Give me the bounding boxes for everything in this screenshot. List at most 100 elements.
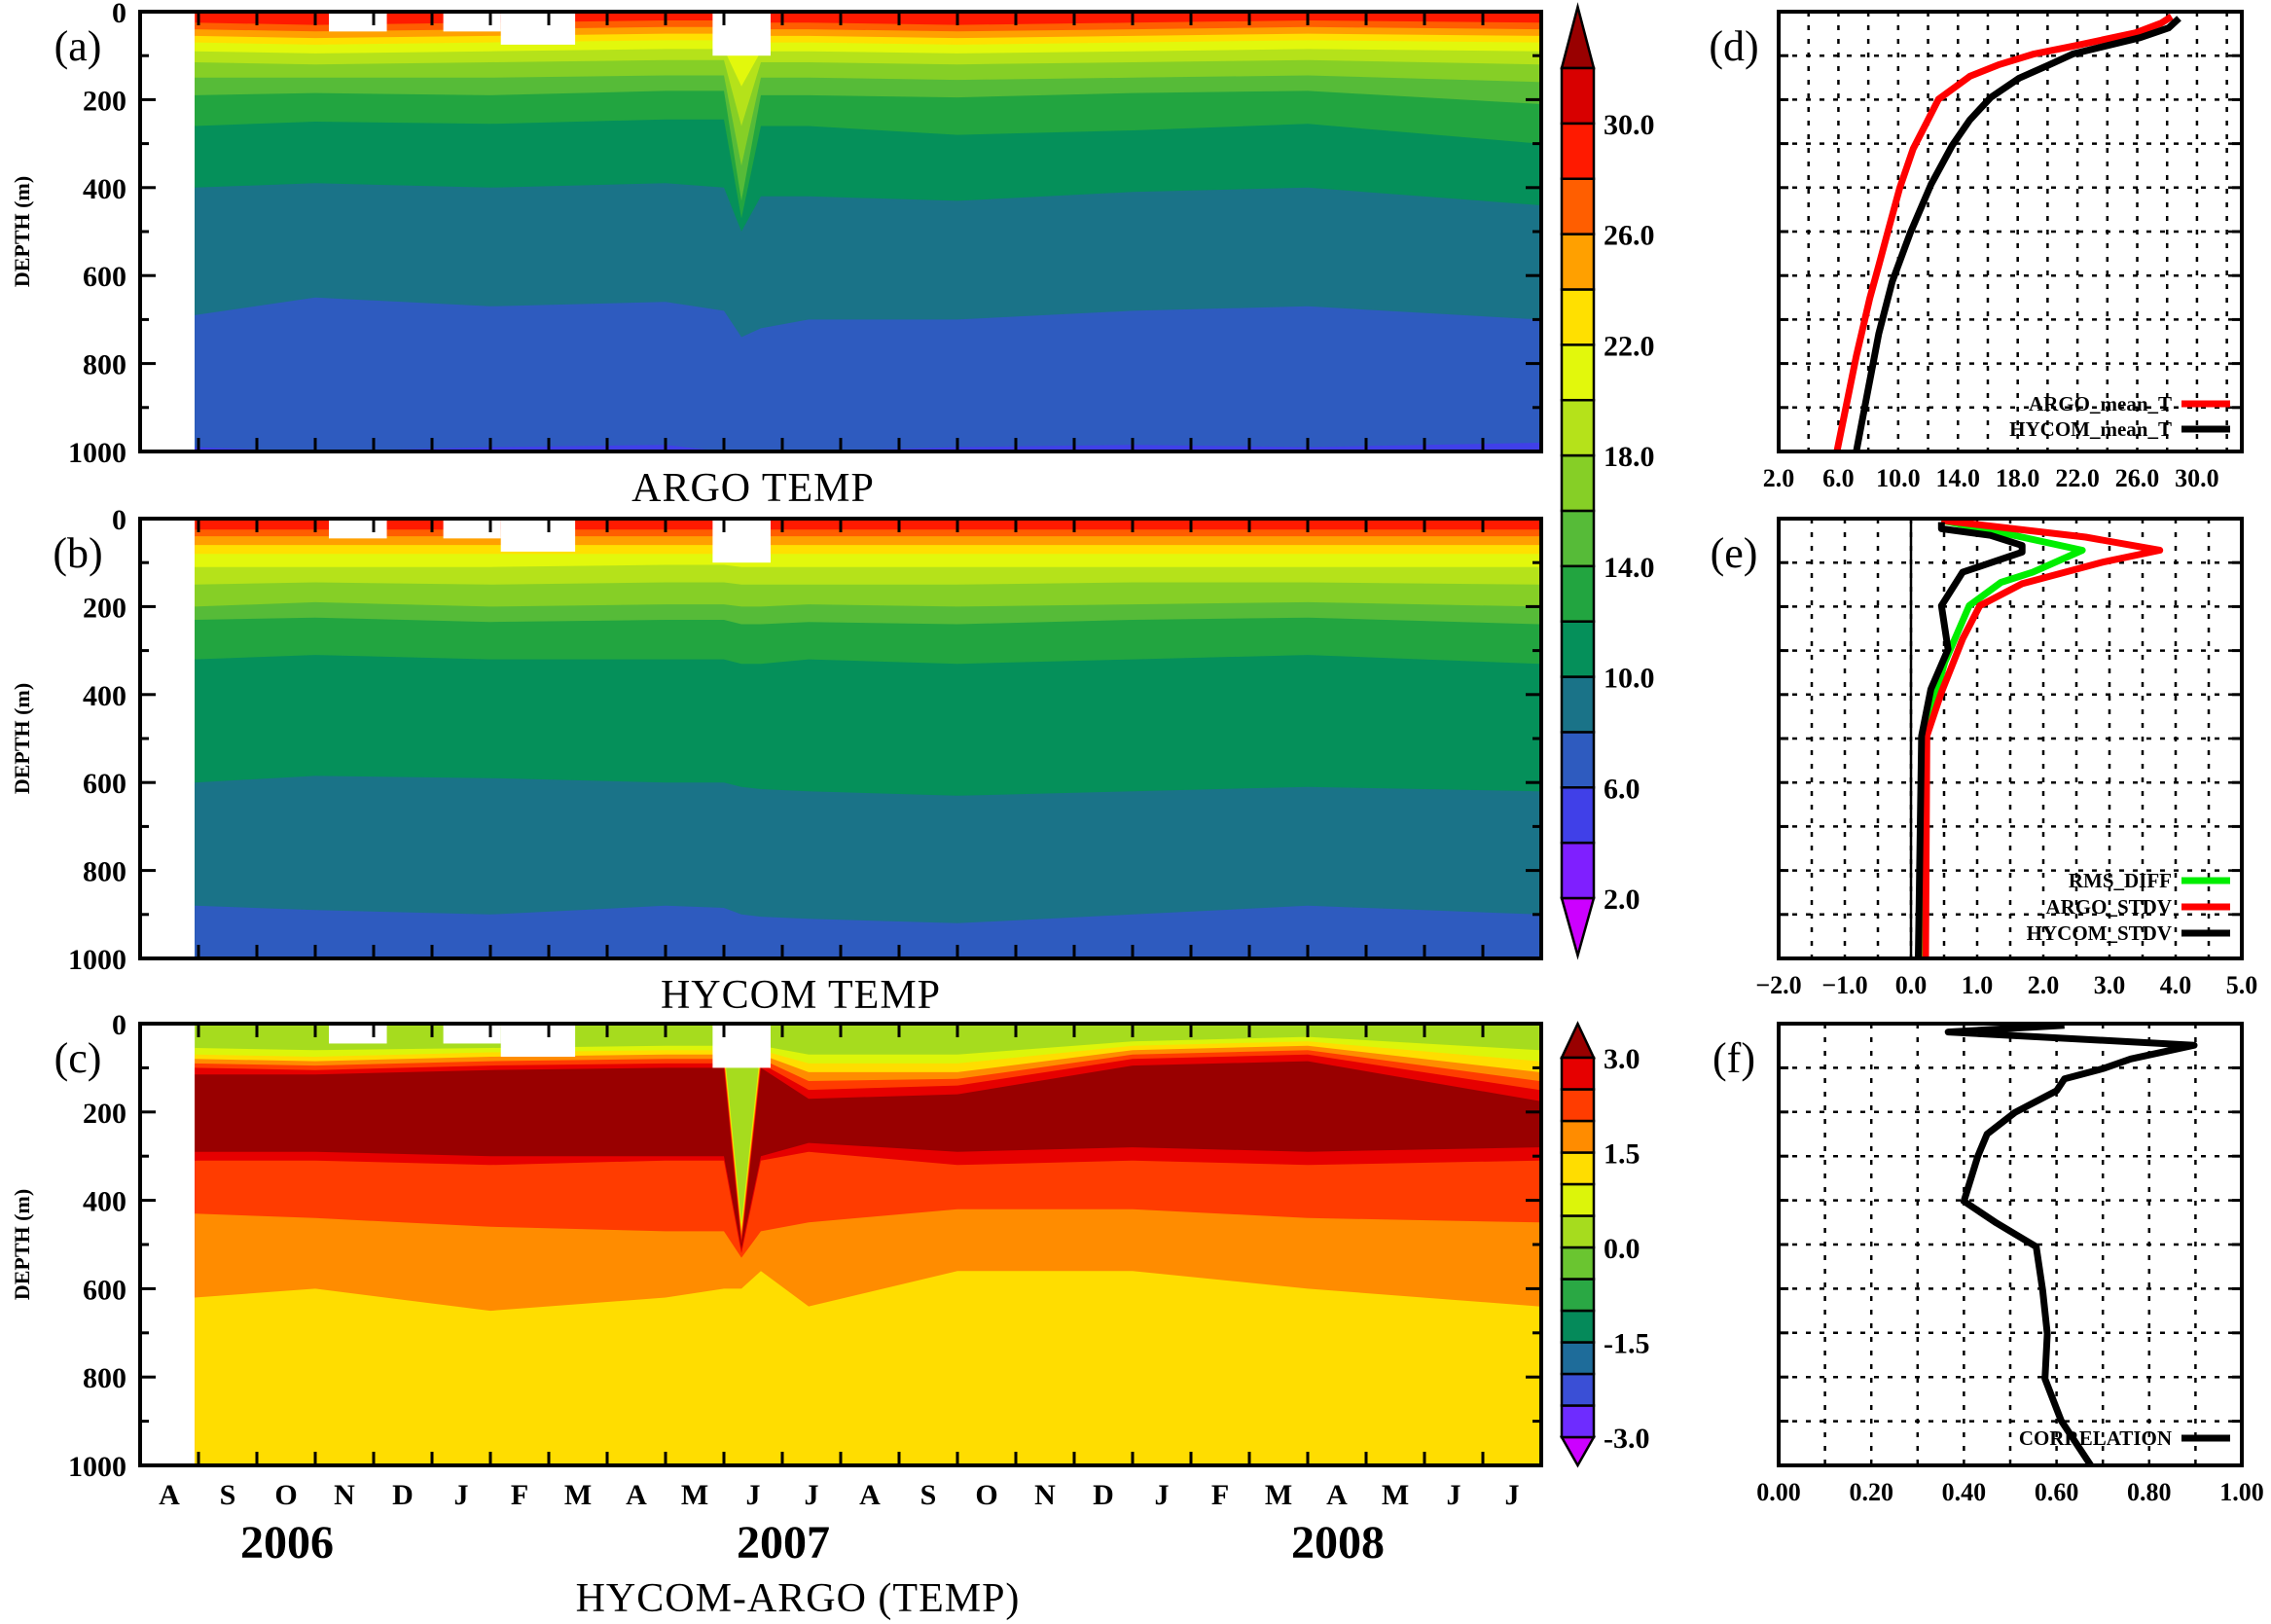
x-tick-label: −1.0 [1821, 971, 1867, 999]
panel-label: (a) [54, 22, 102, 70]
missing-data-gap [500, 1024, 576, 1058]
colorbar-label: 3.0 [1604, 1043, 1640, 1075]
colorbar-box [1560, 1245, 1596, 1281]
year-label: 2008 [1291, 1517, 1385, 1569]
y-tick-label: 800 [83, 1362, 126, 1394]
colorbar-box [1560, 564, 1596, 623]
colorbar-label: 0.0 [1604, 1233, 1640, 1265]
contour-band-8 [195, 905, 1540, 958]
panel-label: (f) [1712, 1034, 1755, 1082]
plot-frame [1777, 10, 2244, 453]
colorbar-box [1560, 675, 1596, 734]
panel-title: ARGO TEMP [631, 466, 875, 511]
colorbar-box [1560, 66, 1596, 126]
legend-label: ARGO_STDV [2045, 895, 2172, 919]
series-line-argo-stdv [1922, 517, 2164, 959]
colorbar-box [1560, 1088, 1596, 1123]
legend-label: HYCOM_mean_T [2009, 417, 2172, 441]
month-label: S [920, 1479, 937, 1511]
contour-band-1.5 [195, 1271, 1540, 1465]
panel-label: (e) [1711, 529, 1758, 577]
month-label: M [1382, 1479, 1409, 1511]
year-label: 2006 [240, 1517, 334, 1569]
y-tick-label: 0 [112, 0, 126, 29]
y-tick-label: 600 [83, 768, 126, 800]
colorbar-box [1560, 1309, 1596, 1344]
missing-data-gap [329, 519, 387, 539]
month-label: F [511, 1479, 528, 1511]
x-tick-label: 10.0 [1876, 464, 1921, 492]
colorbar-box [1560, 620, 1596, 678]
month-label: F [1211, 1479, 1229, 1511]
month-label: J [1447, 1479, 1461, 1511]
series-line-hycom-stdv [1915, 522, 2026, 959]
plot-frame [1777, 517, 2244, 960]
x-tick-label: 0.40 [1942, 1478, 1987, 1506]
x-tick-label: 3.0 [2094, 971, 2126, 999]
colorbar-box [1560, 177, 1596, 235]
x-tick-label: 22.0 [2055, 464, 2100, 492]
colorbar-box [1560, 1214, 1596, 1249]
month-label: A [159, 1479, 180, 1511]
missing-data-gap [712, 1024, 771, 1068]
series-line-rms-diff [1917, 517, 2086, 959]
month-label: M [564, 1479, 592, 1511]
colorbar-label: 30.0 [1604, 109, 1655, 141]
y-tick-label: 600 [83, 261, 126, 293]
missing-data-gap [329, 12, 387, 32]
colorbar-box [1560, 1341, 1596, 1376]
missing-data-gap [500, 519, 576, 552]
y-tick-label: 200 [83, 592, 126, 624]
month-label: A [859, 1479, 881, 1511]
x-tick-label: 0.60 [2035, 1478, 2079, 1506]
y-tick-label: 400 [83, 680, 126, 712]
month-label: A [1326, 1479, 1348, 1511]
y-tick-label: 400 [83, 173, 126, 205]
series-line-argo-mean-t [1833, 14, 2174, 452]
month-label: A [626, 1479, 647, 1511]
x-tick-label: 14.0 [1936, 464, 1981, 492]
colorbar-label: 2.0 [1604, 884, 1640, 916]
month-label: N [334, 1479, 355, 1511]
missing-data-gap [712, 12, 771, 56]
panel-label: (b) [53, 529, 102, 577]
month-label: J [1155, 1479, 1170, 1511]
colorbar-box [1560, 509, 1596, 568]
x-tick-label: −2.0 [1755, 971, 1801, 999]
profile-panel-f: 0.00 0.20 0.40 0.60 0.80 1.00 (f) CORRELATION [1712, 1022, 2264, 1506]
colorbar-label: 10.0 [1604, 663, 1655, 695]
y-tick-label: 200 [83, 85, 126, 117]
x-tick-label: 1.00 [2219, 1478, 2264, 1506]
legend-label: CORRELATION [2019, 1426, 2172, 1450]
profile-panel-e: −2.0 −1.0 0.0 1.0 2.0 3.0 4.0 5.0 (e) RMS_DIFF ARG… [1711, 517, 2257, 999]
x-tick-label: 4.0 [2160, 971, 2192, 999]
contour-band-8 [195, 297, 1540, 451]
colorbar-box [1560, 786, 1596, 845]
legend-label: ARGO_mean_T [2029, 392, 2172, 415]
month-label: J [746, 1479, 761, 1511]
colorbar-a: 2.0 6.0 10.0 14.0 18.0 22.0 26.0 30.0 [1560, 2, 1655, 960]
colorbar-over-arrow [1560, 1021, 1596, 1060]
missing-data-gap [712, 519, 771, 563]
contour-panel-a: 0 200 400 600 800 1000 DEPTH (m) (a) ARGO TEMP [10, 0, 1543, 511]
colorbar-box [1560, 1404, 1596, 1439]
y-axis-label: DEPTH (m) [10, 1189, 34, 1300]
month-label: O [975, 1479, 997, 1511]
colorbar-box [1560, 1119, 1596, 1154]
plot-frame [138, 1022, 1543, 1467]
y-tick-label: 0 [112, 1009, 126, 1041]
colorbar-box [1560, 731, 1596, 789]
contour-panel-b: 0 200 400 600 800 1000 DEPTH (m) (b) HYCOM TEMP [10, 504, 1543, 1018]
colorbar-label: 18.0 [1604, 441, 1655, 473]
y-axis-label: DEPTH (m) [10, 683, 34, 794]
month-label: J [454, 1479, 469, 1511]
x-tick-label: 18.0 [1996, 464, 2040, 492]
colorbar-box [1560, 398, 1596, 457]
colorbar-label: -1.5 [1604, 1328, 1650, 1360]
month-label: M [681, 1479, 708, 1511]
y-tick-label: 400 [83, 1186, 126, 1218]
y-tick-label: 200 [83, 1098, 126, 1130]
x-tick-label: 30.0 [2175, 464, 2219, 492]
colorbar-over-arrow [1560, 2, 1596, 70]
plot-frame [138, 517, 1543, 960]
